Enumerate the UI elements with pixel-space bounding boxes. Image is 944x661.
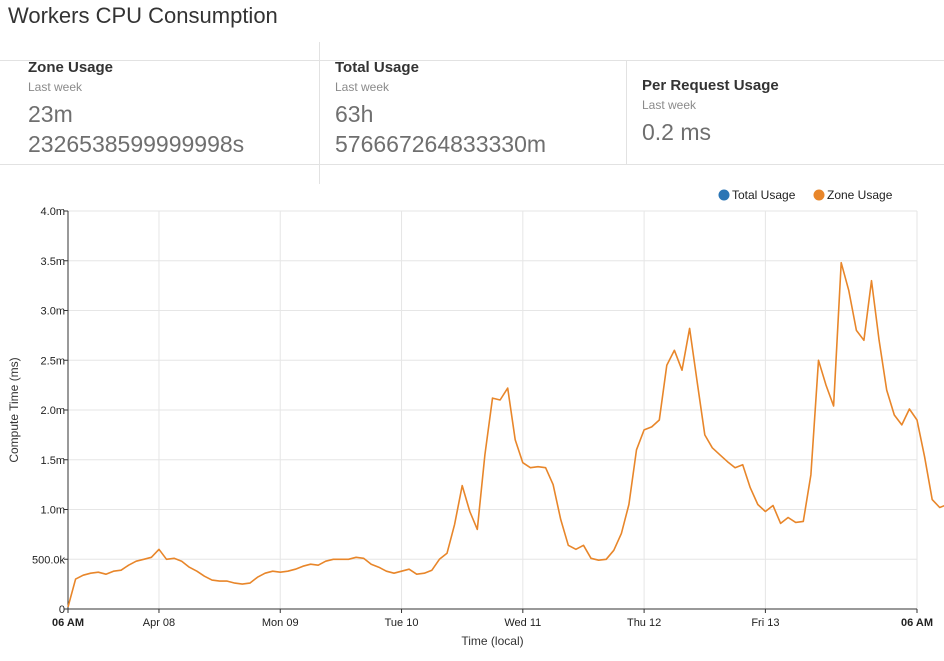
x-tick-label: Tue 10 [385, 617, 419, 629]
x-tick-label: Apr 08 [143, 617, 175, 629]
legend-item[interactable]: Zone Usage [813, 188, 893, 202]
x-tick-label: Mon 09 [262, 617, 299, 629]
y-tick-label: 1.5m [41, 455, 65, 467]
stats-panel: Zone Usage Last week 23m 232653859999999… [0, 42, 944, 184]
y-axis-title: Compute Time (ms) [7, 357, 21, 462]
divider [626, 60, 627, 164]
stat-label: Zone Usage [28, 59, 114, 76]
x-tick-label: Wed 11 [504, 617, 541, 629]
legend-item[interactable]: Total Usage [718, 188, 796, 202]
chart-grid [68, 210, 918, 609]
stat-total-usage: Total Usage Last week 63h 57666726483333… [335, 59, 546, 159]
stat-value: 0.2 ms [642, 119, 712, 145]
legend-swatch [813, 189, 825, 201]
legend-swatch [718, 189, 730, 201]
x-tick-label: 06 AM [52, 617, 84, 629]
stat-period: Last week [28, 80, 83, 94]
stat-label: Per Request Usage [642, 77, 779, 94]
y-tick-label: 2.5m [41, 355, 65, 367]
chart-series [67, 261, 944, 608]
stat-value-secondary: 576667264833330m [335, 131, 547, 157]
stat-value: 63h [335, 101, 374, 127]
page-title: Workers CPU Consumption [8, 3, 278, 28]
divider [319, 42, 320, 184]
stat-period: Last week [335, 80, 390, 94]
stat-value-secondary: 2326538599999998s [28, 131, 245, 157]
stat-value: 23m [28, 101, 73, 127]
cpu-line-chart: 0 500.0k 1.0m 1.5m 2.0m 2.5m 3.0m 3.5m 4.0m 06 A… [7, 188, 944, 648]
y-tick-label: 500.0k [32, 554, 66, 566]
legend-label: Total Usage [732, 188, 796, 202]
x-tick-label: Thu 12 [627, 617, 661, 629]
stat-period: Last week [642, 98, 697, 112]
divider [0, 164, 944, 165]
x-tick-label: 06 AM [901, 617, 933, 629]
y-tick-label: 2.0m [41, 405, 65, 417]
legend-label: Zone Usage [827, 188, 893, 202]
y-tick-label: 0 [59, 604, 65, 616]
stat-per-request-usage: Per Request Usage Last week 0.2 ms [642, 77, 779, 147]
stat-label: Total Usage [335, 59, 419, 76]
y-tick-label: 3.0m [41, 306, 65, 318]
y-tick-label: 3.5m [41, 256, 65, 268]
divider [0, 60, 944, 61]
x-tick-label: Fri 13 [751, 617, 779, 629]
x-axis-title: Time (local) [461, 634, 523, 648]
x-axis-ticks: 06 AM Apr 08 Mon 09 Tue 10 Wed 11 Thu 12 Fri 1… [52, 609, 933, 629]
y-axis-ticks: 0 500.0k 1.0m 1.5m 2.0m 2.5m 3.0m 3.5m 4.0m [32, 206, 68, 616]
chart-legend: Total Usage Zone Usage [718, 188, 893, 202]
series-line-zone-usage [67, 261, 944, 608]
y-tick-label: 4.0m [41, 206, 65, 218]
y-tick-label: 1.0m [41, 505, 65, 517]
stat-zone-usage: Zone Usage Last week 23m 232653859999999… [28, 59, 244, 159]
